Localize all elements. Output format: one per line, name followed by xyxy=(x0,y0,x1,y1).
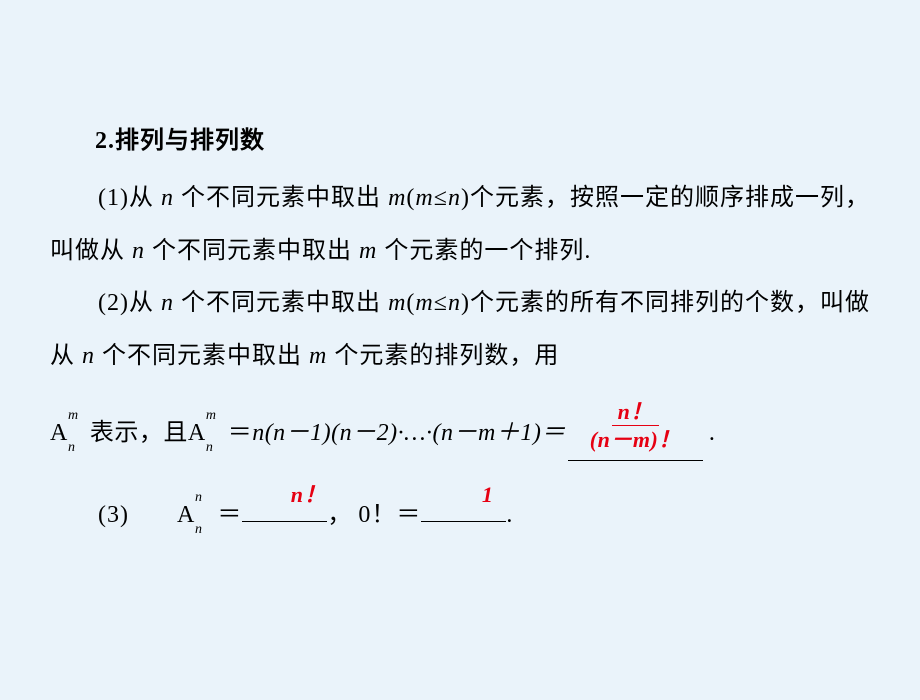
var-n2: n xyxy=(448,185,461,211)
p2-t1: 个不同元素中取出 xyxy=(174,290,388,316)
expansion-expr: n(n－1)(n－2)·…·(n－m＋1)＝ xyxy=(252,407,566,460)
le-sign: ≤ xyxy=(434,185,448,211)
document-page: 2.排列与排列数 (1)从 n 个不同元素中取出 m(m≤n)个元素，按照一定的… xyxy=(0,0,920,582)
p2-nr: n xyxy=(448,290,461,316)
text-show: 表示，且 xyxy=(90,407,188,460)
var-m2: m xyxy=(415,185,433,211)
p3-prefix: (3) xyxy=(98,502,129,528)
heading-title: 排列与排列数 xyxy=(115,128,265,154)
formula-line: A m n 表示，且 A m n ＝ n(n－1)(n－2)·…·(n－m＋1)… xyxy=(50,405,870,461)
paragraph-3: (3) A n n ＝n！，0！＝1. xyxy=(50,489,870,542)
frac-numerator: n！ xyxy=(612,400,659,426)
var-m: m xyxy=(388,185,406,211)
p2-t4: 个元素的排列数，用 xyxy=(327,343,559,369)
permutation-symbol-3: A n n xyxy=(129,489,195,542)
p1-prefix: (1)从 xyxy=(98,185,161,211)
p2-m2: m xyxy=(309,343,327,369)
comma: ， xyxy=(327,502,352,528)
blank-1: n！ xyxy=(242,491,327,522)
var-n3: n xyxy=(132,238,145,264)
p1-t1: 个不同元素中取出 xyxy=(174,185,388,211)
p2-prefix: (2)从 xyxy=(98,290,161,316)
p2-le: ≤ xyxy=(434,290,448,316)
period: . xyxy=(709,407,716,460)
paragraph-1: (1)从 n 个不同元素中取出 m(m≤n)个元素，按照一定的顺序排成一列，叫做… xyxy=(50,172,870,278)
sub-n: n xyxy=(68,433,76,464)
eq-sign: ＝ xyxy=(228,407,253,460)
p2-mle: m xyxy=(415,290,433,316)
var-n: n xyxy=(161,185,174,211)
p1-t4: 个元素的一个排列. xyxy=(377,238,591,264)
p1-t3: 个不同元素中取出 xyxy=(145,238,359,264)
answer-1: n！ xyxy=(242,471,327,519)
frac-denominator: (n－m)！ xyxy=(584,426,687,452)
section-heading: 2.排列与排列数 xyxy=(95,115,870,168)
zero-fact: 0！＝ xyxy=(358,502,421,528)
p2-n2: n xyxy=(82,343,95,369)
heading-number: 2. xyxy=(95,128,115,154)
blank-fraction: n！ (n－m)！ xyxy=(568,405,703,461)
permutation-symbol-1: A m n xyxy=(50,407,68,460)
paren-close: ) xyxy=(461,185,470,211)
var-m3: m xyxy=(359,238,377,264)
paragraph-2: (2)从 n 个不同元素中取出 m(m≤n)个元素的所有不同排列的个数，叫做从 … xyxy=(50,277,870,383)
p2-m: m xyxy=(388,290,406,316)
answer-fraction: n！ (n－m)！ xyxy=(584,400,687,452)
answer-2: 1 xyxy=(421,471,506,519)
sup-m: m xyxy=(68,401,79,432)
permutation-symbol-2: A m n xyxy=(188,407,206,460)
p2-t3: 个不同元素中取出 xyxy=(95,343,309,369)
eq2: ＝ xyxy=(217,502,242,528)
blank-2: 1 xyxy=(421,491,506,522)
p2-n: n xyxy=(161,290,174,316)
p2-pc: ) xyxy=(461,290,470,316)
period-3: . xyxy=(506,502,513,528)
